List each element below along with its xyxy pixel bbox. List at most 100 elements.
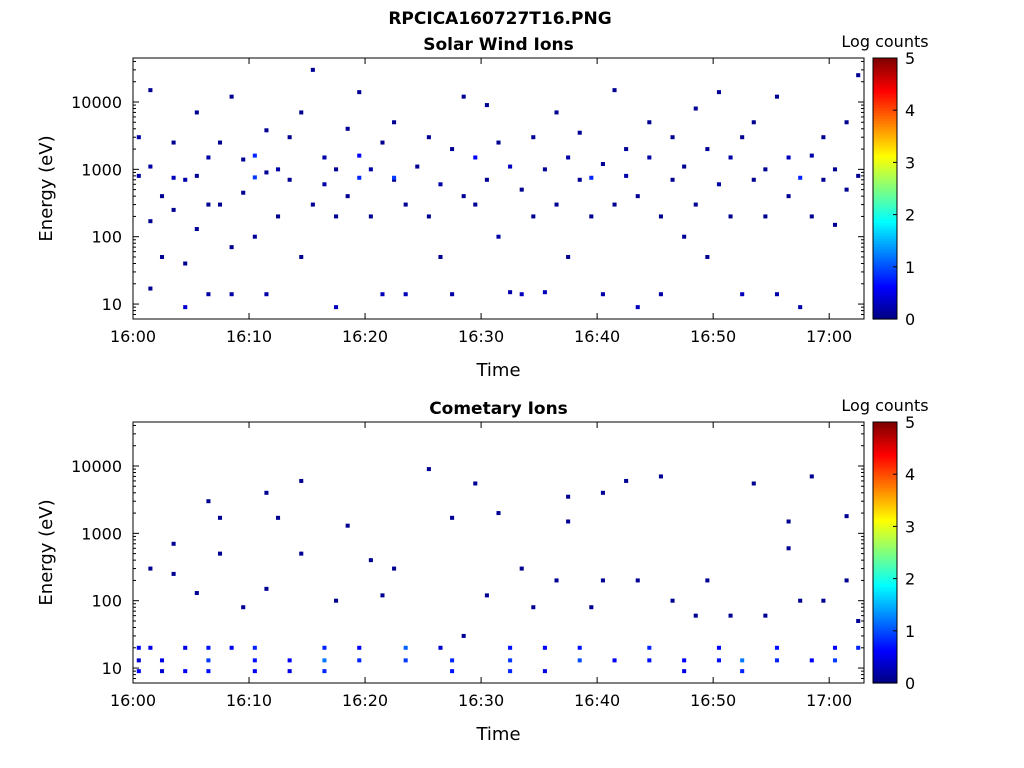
- heatmap-cell: [624, 478, 629, 483]
- colorbar-segment: [873, 589, 897, 593]
- colorbar-segment: [873, 89, 897, 93]
- colorbar-segment: [873, 649, 897, 653]
- colorbar-segment: [873, 282, 897, 286]
- x-tick-label: 16:30: [458, 691, 504, 710]
- heatmap-cell: [566, 155, 571, 160]
- heatmap-cell: [716, 90, 721, 95]
- colorbar-frame: [872, 57, 898, 320]
- heatmap-cell: [786, 546, 791, 551]
- heatmap-cell: [693, 202, 698, 207]
- colorbar-segment: [873, 461, 897, 465]
- heatmap-cell: [496, 140, 501, 145]
- colorbar-segment: [873, 193, 897, 197]
- colorbar-segment: [873, 500, 897, 504]
- y-tick-label: 10: [102, 295, 122, 314]
- colorbar-segment: [873, 60, 897, 64]
- colorbar-segment: [873, 217, 897, 221]
- heatmap-cell: [136, 669, 141, 674]
- heatmap-cell: [264, 490, 269, 495]
- heatmap-cell: [531, 135, 536, 140]
- colorbar-segment: [873, 458, 897, 462]
- heatmap-cell: [276, 167, 281, 172]
- colorbar-segment: [873, 112, 897, 117]
- heatmap-cell: [334, 167, 339, 172]
- colorbar-segment: [873, 651, 897, 655]
- colorbar-segment: [873, 115, 897, 119]
- heatmap-cell: [357, 645, 362, 650]
- heatmap-cell: [322, 182, 327, 187]
- heatmap-cell: [252, 645, 257, 650]
- colorbar-segment: [873, 313, 897, 317]
- x-tick-label: 16:50: [690, 691, 736, 710]
- heatmap-cell: [171, 175, 176, 180]
- colorbar-segment: [873, 476, 897, 481]
- heatmap-cell: [287, 177, 292, 182]
- colorbar-segment: [873, 502, 897, 507]
- heatmap-cell: [206, 645, 211, 650]
- colorbar-segment: [873, 427, 897, 431]
- x-tick-label: 16:10: [226, 327, 272, 346]
- heatmap-cell: [635, 305, 640, 310]
- x-tick-label: 16:40: [574, 327, 620, 346]
- heatmap-cell: [844, 578, 849, 583]
- colorbar-segment: [873, 71, 897, 75]
- colorbar-segment: [873, 316, 897, 320]
- heatmap-cell: [832, 167, 838, 172]
- heatmap-cell: [624, 173, 629, 178]
- colorbar-segment: [873, 298, 897, 302]
- colorbar-segment: [873, 180, 897, 184]
- heatmap-cell: [322, 658, 327, 663]
- colorbar-segment: [873, 521, 897, 525]
- heatmap-cell: [426, 467, 431, 472]
- heatmap-cell: [716, 645, 721, 650]
- heatmap-cell: [345, 126, 350, 131]
- colorbar-segment: [873, 622, 897, 627]
- heatmap-cell: [450, 515, 455, 520]
- colorbar-segment: [873, 287, 897, 291]
- colorbar-segment: [873, 285, 897, 289]
- heatmap-cell: [148, 88, 153, 93]
- heatmap-cell: [148, 219, 153, 224]
- y-tick-label: 10000: [71, 457, 122, 476]
- heatmap-cell: [508, 669, 513, 674]
- heatmap-cell: [264, 292, 269, 297]
- colorbar-segment: [873, 455, 897, 460]
- heatmap-cell: [508, 645, 513, 650]
- colorbar-segment: [873, 102, 897, 106]
- colorbar-segment: [873, 261, 897, 265]
- heatmap-cell: [380, 140, 385, 145]
- colorbar-segment: [873, 440, 897, 444]
- heatmap-cell: [264, 170, 269, 175]
- x-tick-label: 17:00: [806, 691, 852, 710]
- heatmap-cell: [786, 155, 791, 160]
- colorbar-tick-label: 4: [905, 465, 915, 484]
- colorbar-segment: [873, 672, 897, 676]
- colorbar-segment: [873, 120, 897, 124]
- colorbar-segment: [873, 422, 897, 426]
- colorbar-segment: [873, 654, 897, 658]
- heatmap-cell: [647, 645, 652, 650]
- heatmap-cell: [821, 598, 826, 603]
- colorbar-segment: [873, 84, 897, 88]
- colorbar-segment: [873, 235, 897, 239]
- colorbar-segment: [873, 591, 897, 595]
- colorbar-segment: [873, 290, 897, 294]
- colorbar-segment: [873, 612, 897, 616]
- colorbar-segment: [873, 586, 897, 590]
- colorbar-segment: [873, 206, 897, 210]
- heatmap-cell: [693, 106, 698, 111]
- colorbar-segment: [873, 204, 897, 208]
- heatmap-cell: [600, 578, 605, 583]
- colorbar-segment: [873, 510, 897, 514]
- colorbar-segment: [873, 162, 897, 166]
- heatmap-cell: [287, 135, 292, 140]
- heatmap-cell: [183, 645, 188, 650]
- colorbar-segment: [873, 227, 897, 231]
- heatmap-cell: [206, 202, 211, 207]
- heatmap-cell: [728, 613, 733, 618]
- colorbar-segment: [873, 659, 897, 663]
- colorbar-segment: [873, 662, 897, 666]
- heatmap-cell: [241, 190, 246, 195]
- heatmap-cell: [496, 511, 501, 516]
- colorbar-segment: [873, 448, 897, 452]
